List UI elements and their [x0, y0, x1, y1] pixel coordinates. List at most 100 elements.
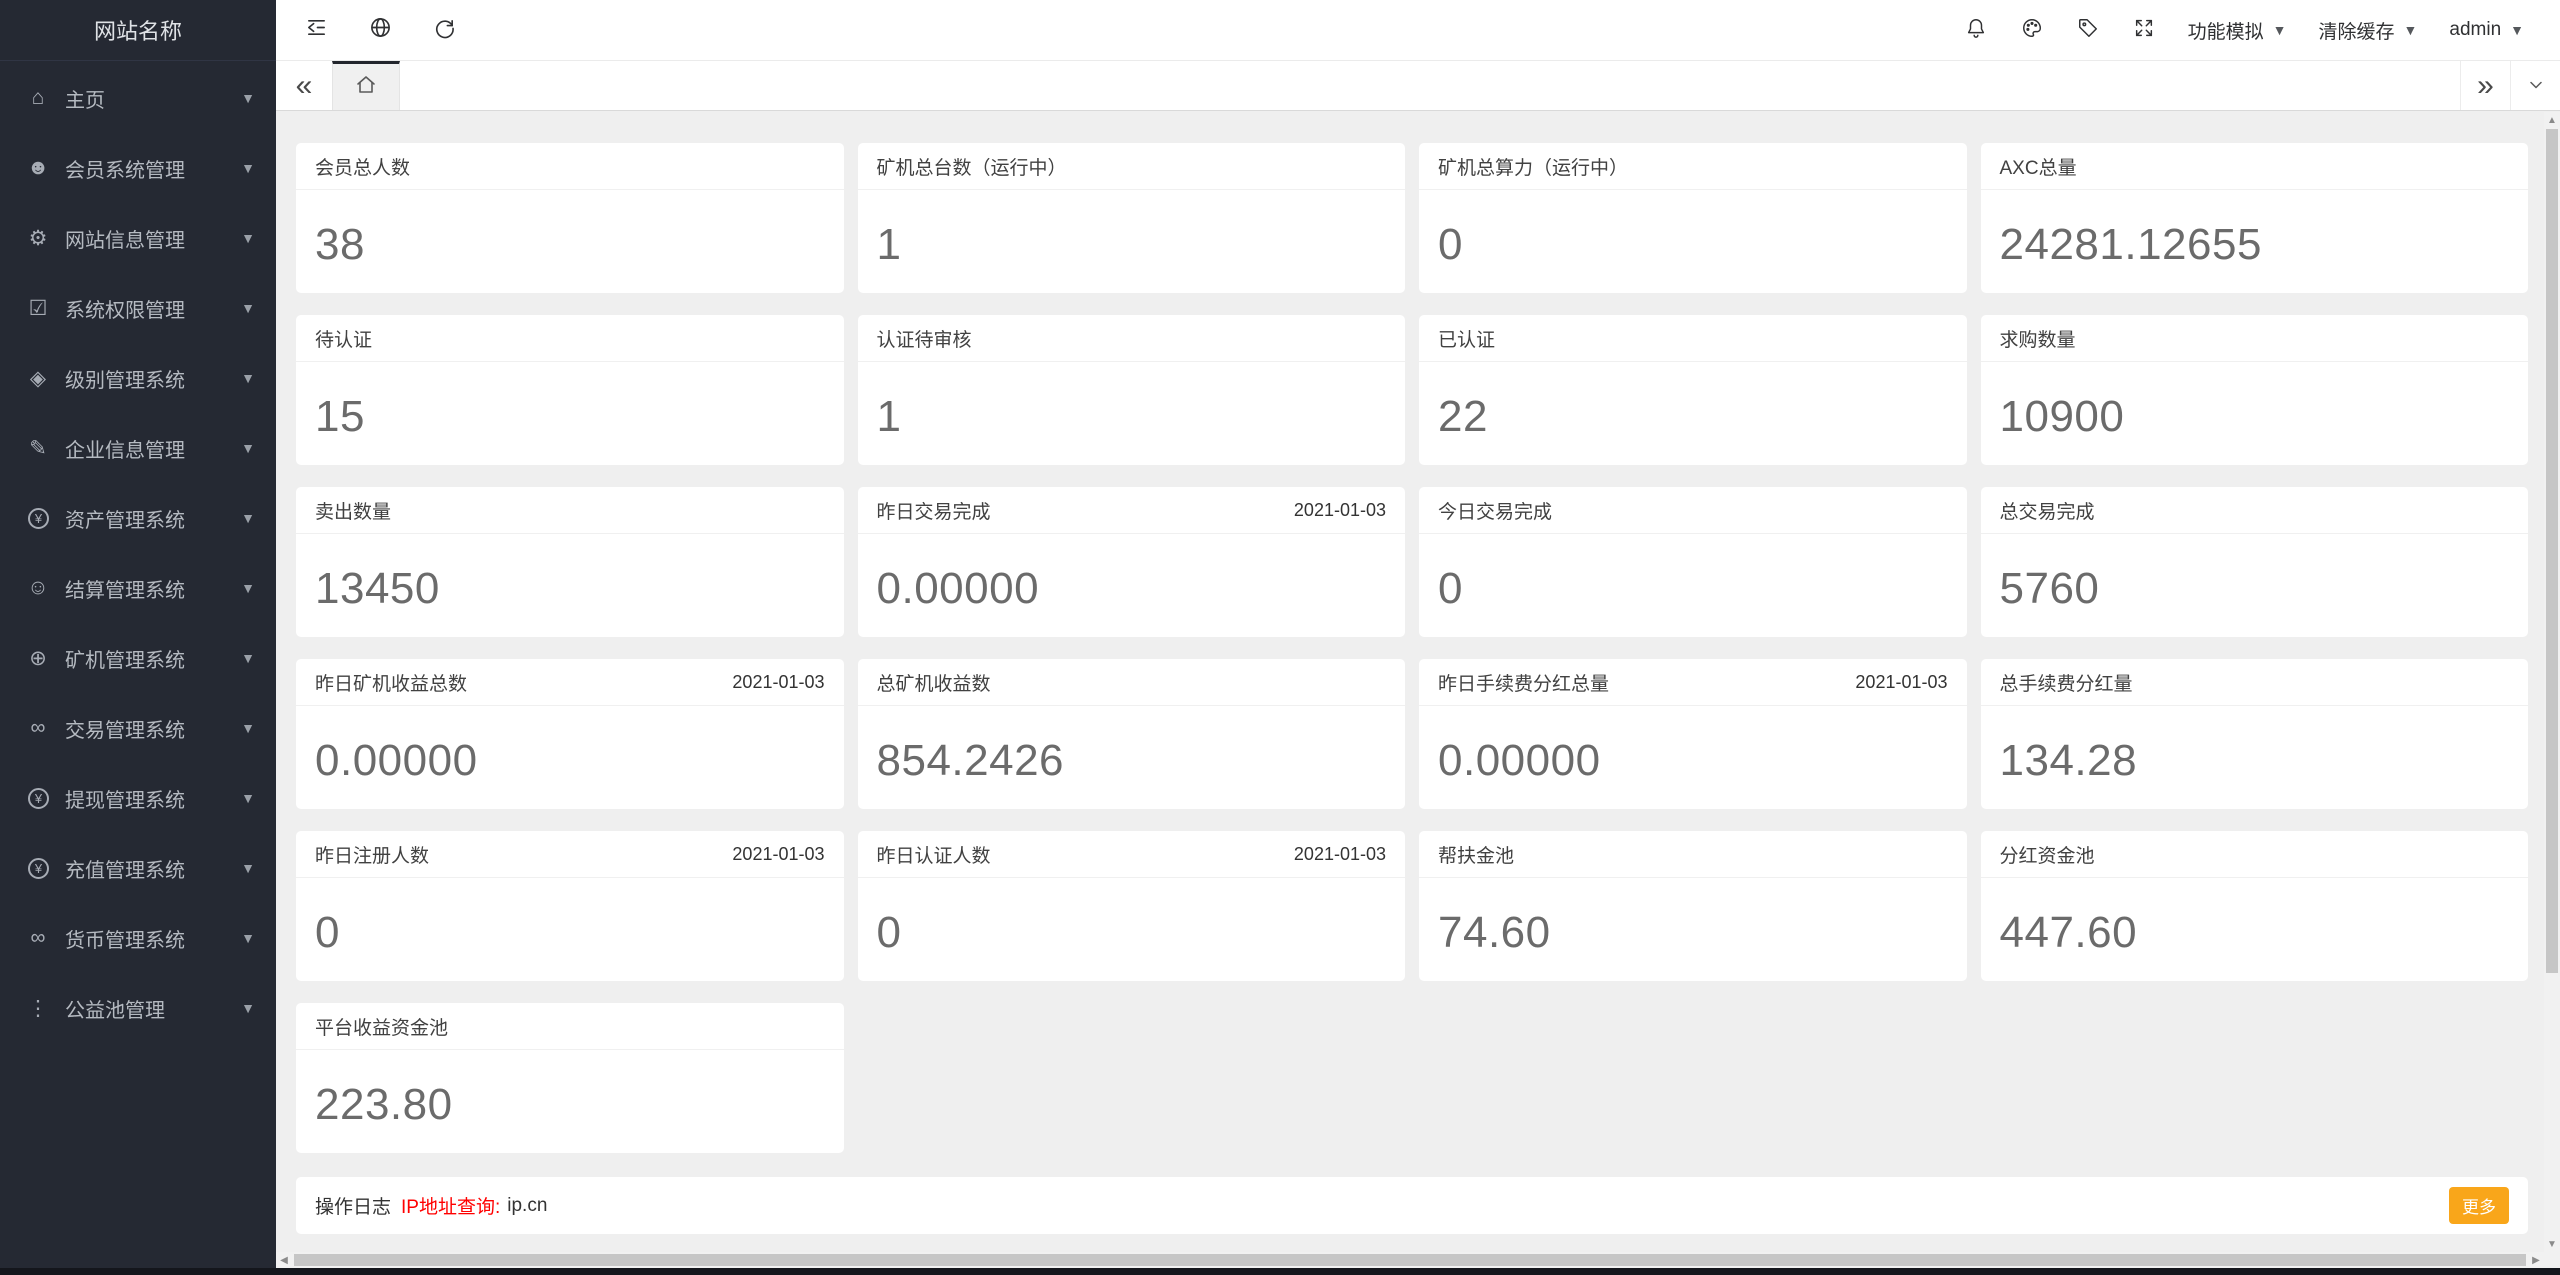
sidebar-item-label: 资产管理系统: [65, 509, 185, 532]
more-button[interactable]: 更多: [2449, 1187, 2509, 1224]
sidebar-item-label: 会员系统管理: [65, 159, 185, 182]
tags-button[interactable]: [2060, 0, 2116, 61]
stat-card: 卖出数量 13450: [296, 487, 844, 637]
language-button[interactable]: [348, 0, 412, 61]
chevron-down-icon: ▼: [241, 510, 255, 526]
horizontal-scrollbar[interactable]: ◀ ▶: [276, 1252, 2544, 1268]
refresh-button[interactable]: [412, 0, 476, 61]
sidebar-item[interactable]: ◈ 级别管理系统 ▼: [0, 343, 276, 413]
vertical-scrollbar-thumb[interactable]: [2546, 129, 2558, 973]
stat-card-value: 0: [876, 908, 902, 957]
clear-cache-menu[interactable]: 清除缓存 ▼: [2303, 0, 2434, 61]
stat-card-value: 15: [315, 392, 365, 441]
stat-card: 总手续费分红量 134.28: [1980, 659, 2528, 809]
yen-circle-icon: ¥: [28, 507, 49, 529]
chevron-down-icon: ▼: [241, 370, 255, 386]
fullscreen-button[interactable]: [2116, 0, 2172, 61]
scroll-up-arrow-icon[interactable]: ▲: [2547, 114, 2557, 126]
sidebar-item[interactable]: ∞ 交易管理系统 ▼: [0, 693, 276, 763]
sidebar-item[interactable]: ⊕ 矿机管理系统 ▼: [0, 623, 276, 693]
chevron-down-icon: ▼: [241, 580, 255, 596]
horizontal-scrollbar-thumb[interactable]: [294, 1254, 2526, 1266]
scroll-left-arrow-icon[interactable]: ◀: [280, 1254, 288, 1266]
palette-icon: [2021, 17, 2043, 44]
stat-card: 帮扶金池 74.60: [1419, 831, 1967, 981]
chevron-down-icon: ▼: [241, 230, 255, 246]
sidebar-item[interactable]: ¥ 提现管理系统 ▼: [0, 763, 276, 833]
vertical-scrollbar[interactable]: ▲ ▼: [2544, 112, 2560, 1252]
sidebar-item-label: 充值管理系统: [65, 859, 185, 882]
sidebar-item[interactable]: ∞ 货币管理系统 ▼: [0, 903, 276, 973]
tabs-scroll-right-button[interactable]: »: [2460, 61, 2510, 110]
stat-card-title: 昨日注册人数: [315, 845, 430, 867]
sidebar-toggle-button[interactable]: [284, 0, 348, 61]
stat-card-title: 认证待审核: [876, 329, 972, 351]
tab-home[interactable]: [332, 61, 400, 110]
stat-card-title: 帮扶金池: [1438, 845, 1515, 867]
infinity-icon: ∞: [30, 716, 46, 739]
simulate-menu[interactable]: 功能模拟 ▼: [2172, 0, 2303, 61]
stat-card-value: 10900: [1999, 392, 2125, 441]
tag-icon: [2077, 17, 2099, 44]
globe-icon: [369, 16, 392, 44]
tabs-list-button[interactable]: [2510, 61, 2560, 110]
operation-log-bar: 操作日志 IP地址查询: ip.cn 更多: [296, 1177, 2528, 1234]
sidebar-item[interactable]: ☑ 系统权限管理 ▼: [0, 273, 276, 343]
sidebar-item[interactable]: ☺ 结算管理系统 ▼: [0, 553, 276, 623]
home-icon: [354, 73, 378, 102]
stat-card-title: 昨日手续费分红总量: [1438, 673, 1610, 695]
stat-card-date: 2021-01-03: [1855, 671, 1948, 692]
sidebar-item[interactable]: ⋮ 公益池管理 ▼: [0, 973, 276, 1043]
topbar: 功能模拟 ▼ 清除缓存 ▼ admin ▼: [276, 0, 2560, 61]
ip-site-link[interactable]: ip.cn: [507, 1194, 548, 1216]
sidebar-item[interactable]: ¥ 充值管理系统 ▼: [0, 833, 276, 903]
chevron-down-icon: ▼: [241, 720, 255, 736]
tabbar-spacer: [400, 61, 2460, 110]
bell-icon: [1965, 17, 1987, 44]
stat-card-title: 总矿机收益数: [876, 673, 991, 695]
sidebar-item-label: 主页: [65, 89, 105, 112]
scroll-right-arrow-icon[interactable]: ▶: [2532, 1254, 2540, 1266]
stat-card-date: 2021-01-03: [732, 671, 825, 692]
stat-card: 昨日手续费分红总量 2021-01-03 0.00000: [1419, 659, 1967, 809]
tabs-scroll-left-button[interactable]: «: [276, 61, 332, 110]
home-icon: ⌂: [31, 86, 45, 109]
chevron-down-icon: ▼: [241, 860, 255, 876]
stat-card: AXC总量 24281.12655: [1980, 143, 2528, 293]
sidebar-item[interactable]: ⌂ 主页 ▼: [0, 63, 276, 133]
stat-card-value: 38: [315, 220, 365, 269]
stat-card-value: 5760: [1999, 564, 2100, 613]
theme-button[interactable]: [2004, 0, 2060, 61]
chevron-down-icon: ▼: [2510, 22, 2524, 38]
doc-edit-icon: ✎: [29, 436, 47, 460]
chevron-down-icon: ▼: [241, 160, 255, 176]
simulate-menu-label: 功能模拟: [2187, 21, 2264, 43]
stat-card: 昨日交易完成 2021-01-03 0.00000: [857, 487, 1405, 637]
user-menu[interactable]: admin ▼: [2433, 0, 2540, 61]
stat-card-title: 昨日认证人数: [876, 845, 991, 867]
sidebar-item-label: 企业信息管理: [65, 439, 185, 462]
stat-cards-grid: 会员总人数 38 矿机总台数（运行中） 1 矿机总算力（运行中） 0 AXC总量…: [296, 143, 2528, 1153]
sidebar-item[interactable]: ¥ 资产管理系统 ▼: [0, 483, 276, 553]
clear-cache-menu-label: 清除缓存: [2318, 21, 2395, 43]
sidebar-item[interactable]: ✎ 企业信息管理 ▼: [0, 413, 276, 483]
stat-card-title: AXC总量: [1999, 157, 2077, 179]
stat-card-title: 总手续费分红量: [1999, 673, 2133, 695]
stat-card-title: 昨日交易完成: [876, 501, 991, 523]
notifications-button[interactable]: [1948, 0, 2004, 61]
chevron-down-icon: ▼: [241, 90, 255, 106]
chevron-down-icon: ▼: [241, 300, 255, 316]
stat-card-value: 1: [876, 220, 902, 269]
sidebar-item-label: 系统权限管理: [65, 299, 185, 322]
stat-card-title: 平台收益资金池: [315, 1017, 449, 1039]
stat-card-title: 今日交易完成: [1438, 501, 1553, 523]
stat-card: 昨日注册人数 2021-01-03 0: [296, 831, 844, 981]
sidebar-item[interactable]: ☻ 会员系统管理 ▼: [0, 133, 276, 203]
stat-card-title: 会员总人数: [315, 157, 411, 179]
sidebar-item[interactable]: ⚙ 网站信息管理 ▼: [0, 203, 276, 273]
globe-icon: ⊕: [29, 646, 47, 670]
scroll-down-arrow-icon[interactable]: ▼: [2547, 1238, 2557, 1250]
chevron-down-icon: ▼: [2272, 22, 2287, 38]
stat-card-value: 13450: [315, 564, 440, 613]
stat-card-value: 0: [315, 908, 340, 957]
